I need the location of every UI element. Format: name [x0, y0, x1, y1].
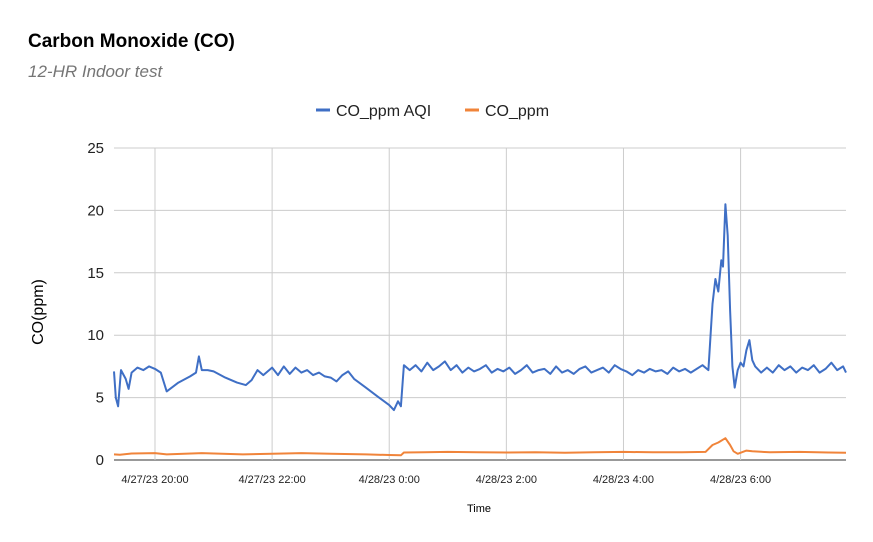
y-axis-label: CO(ppm)	[30, 279, 47, 345]
y-tick-label: 0	[96, 452, 104, 469]
legend-item-aqi[interactable]: CO_ppm AQI	[316, 103, 431, 120]
y-tick-label: 20	[87, 202, 104, 219]
series-line-co-ppm	[113, 437, 847, 457]
x-tick-label: 4/28/23 4:00	[593, 474, 654, 486]
y-tick-label: 5	[96, 390, 104, 407]
legend-item-ppm[interactable]: CO_ppm	[465, 103, 549, 120]
x-axis-ticks: 4/27/23 20:00 4/27/23 22:00 4/28/23 0:00 4/…	[121, 474, 771, 486]
legend: CO_ppm AQI CO_ppm	[316, 103, 549, 120]
chart-subtitle: 12-HR Indoor test	[28, 62, 163, 81]
x-tick-label: 4/27/23 20:00	[121, 474, 188, 486]
y-axis-ticks: 0 5 10 15 20 25	[87, 140, 104, 469]
gridlines	[114, 147, 846, 461]
series-line-co-ppm-aqi	[113, 203, 847, 412]
x-tick-label: 4/28/23 0:00	[359, 474, 420, 486]
x-tick-label: 4/28/23 6:00	[710, 474, 771, 486]
y-tick-label: 15	[87, 265, 104, 282]
x-tick-label: 4/27/23 22:00	[238, 474, 305, 486]
x-axis-label: Time	[467, 503, 491, 515]
legend-label-ppm: CO_ppm	[485, 103, 549, 120]
chart-title: Carbon Monoxide (CO)	[28, 31, 235, 52]
y-tick-label: 10	[87, 327, 104, 344]
y-tick-label: 25	[87, 140, 104, 157]
plot-area	[113, 203, 847, 457]
x-tick-label: 4/28/23 2:00	[476, 474, 537, 486]
legend-label-aqi: CO_ppm AQI	[336, 103, 431, 120]
